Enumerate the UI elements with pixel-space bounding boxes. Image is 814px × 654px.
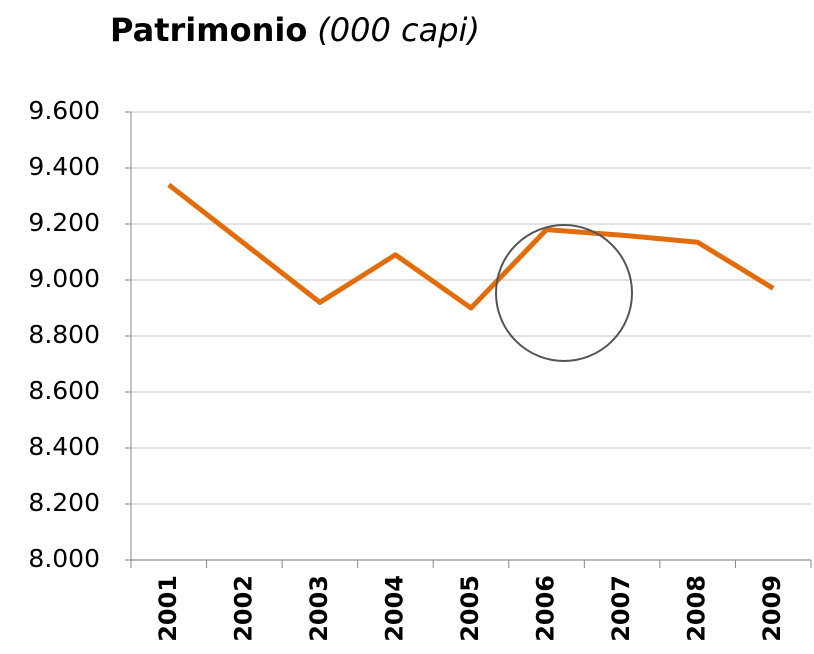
y-tick-label: 8.000 <box>28 544 100 573</box>
x-tick-label: 2009 <box>758 575 786 642</box>
x-tick-label: 2005 <box>456 575 484 642</box>
y-tick-label: 9.600 <box>28 96 100 125</box>
x-tick-label: 2008 <box>683 575 711 642</box>
y-tick-label: 8.600 <box>28 376 100 405</box>
x-tick-label: 2007 <box>607 575 635 642</box>
chart-title-group: Patrimonio (000 capi) <box>110 11 480 49</box>
chart-subtitle: (000 capi) <box>317 11 480 49</box>
y-tick-label: 8.400 <box>28 432 100 461</box>
highlight-circle <box>495 224 633 362</box>
line-series <box>167 182 775 311</box>
y-tick-label: 9.400 <box>28 152 100 181</box>
x-tick-label: 2003 <box>305 575 333 642</box>
x-tick-label: 2001 <box>154 575 182 642</box>
y-tick-label: 9.200 <box>28 208 100 237</box>
y-tick-label: 8.800 <box>28 320 100 349</box>
chart-title: Patrimonio <box>110 11 307 49</box>
plot: 8.000 8.200 8.400 8.600 8.800 9.000 9.200 9.400… <box>28 96 812 642</box>
y-tick-label: 9.000 <box>28 264 100 293</box>
x-tick-label: 2006 <box>532 575 560 642</box>
y-tick-label: 8.200 <box>28 488 100 517</box>
x-tick-label: 2002 <box>229 575 257 642</box>
x-tick-label: 2004 <box>380 575 408 642</box>
